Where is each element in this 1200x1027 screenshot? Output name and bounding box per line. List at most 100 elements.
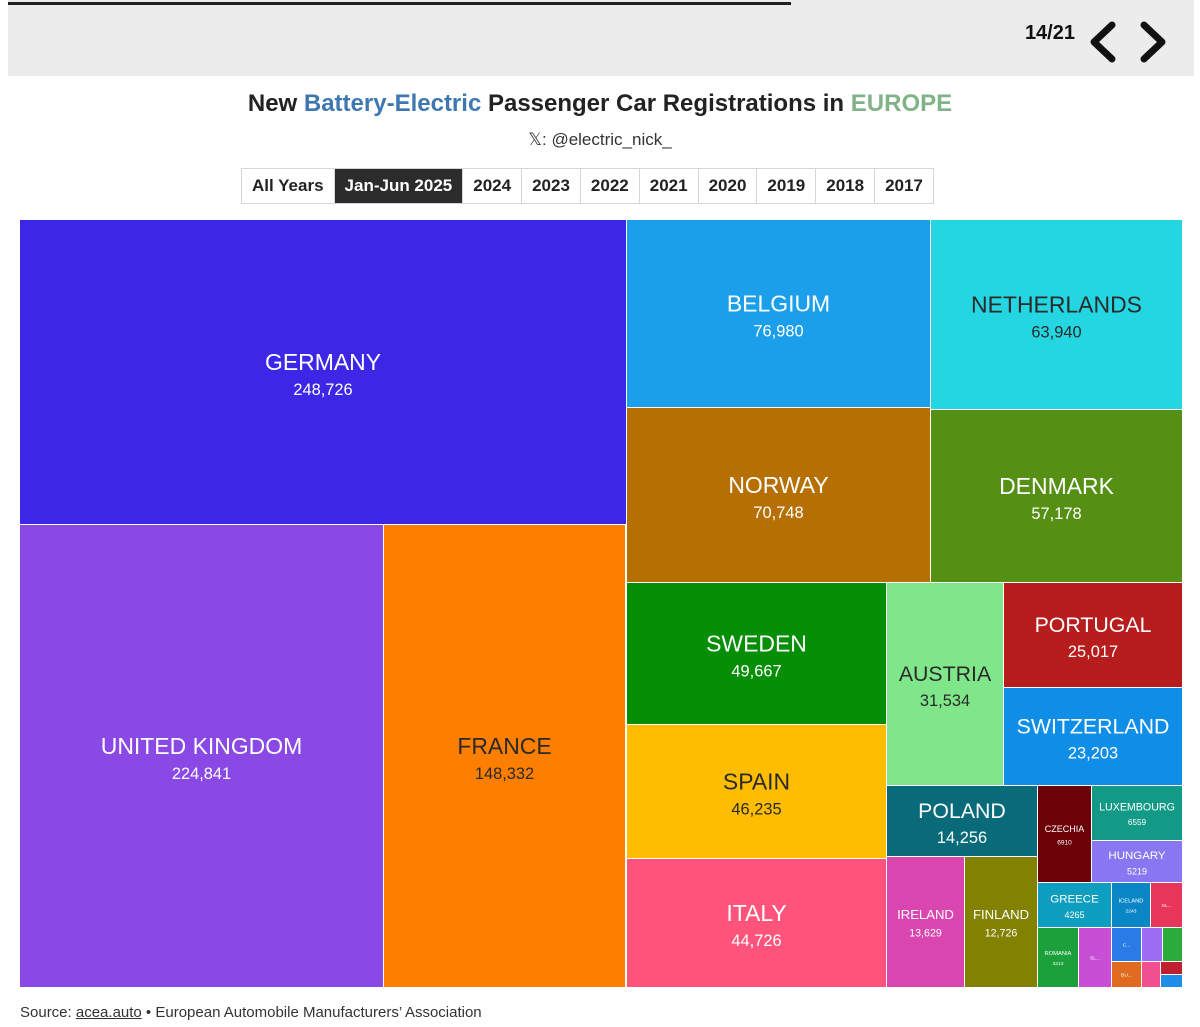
tile-belgium-3[interactable]: BELGIUM 76,980 [627,220,930,407]
source-description: • European Automobile Manufacturers’ Ass… [141,1004,482,1021]
tile-value: 224,841 [172,765,231,783]
tile-tile-30[interactable] [1161,975,1182,987]
tile-value: 49,667 [731,663,781,681]
tile-rect [1038,786,1091,882]
tile-denmark-6[interactable]: DENMARK 57,178 [931,410,1182,582]
tile-rect [1142,928,1162,961]
chevron-right-icon [1140,21,1166,63]
tile-bu-27[interactable]: BU... [1112,962,1141,987]
tile-portugal-11[interactable]: PORTUGAL 25,017 [1004,583,1182,687]
tab-jan-jun-2025[interactable]: Jan-Jun 2025 [334,169,464,203]
tile-rect [1163,928,1182,961]
tile-spain-8[interactable]: SPAIN 46,235 [627,725,886,858]
tile-united-kingdom-1[interactable]: UNITED KINGDOM 224,841 [20,525,383,987]
tile-value: 2243 [1126,909,1137,915]
tile-value: 5219 [1127,866,1147,876]
tile-value: 13,629 [909,928,942,940]
tile-rect [384,525,625,987]
tile-label: FRANCE [457,733,551,759]
tile-label: GERMANY [265,349,381,375]
tile-sweden-7[interactable]: SWEDEN 49,667 [627,583,886,724]
tile-label: SPAIN [723,768,790,794]
tile-ireland-14[interactable]: IRELAND 13,629 [887,857,964,987]
tile-label: ITALY [726,900,786,926]
source-label: Source: [20,1004,76,1021]
tile-rect [627,583,886,724]
tile-iceland-20[interactable]: ICELAND 2243 [1112,883,1150,927]
tile-sl-21[interactable]: SL... [1151,883,1182,927]
next-button[interactable] [1132,20,1172,64]
tile-rect [931,220,1182,409]
tile-rect [1161,962,1182,974]
tile-label: AUSTRIA [899,662,992,686]
tile-rect [887,583,1003,785]
tile-italy-9[interactable]: ITALY 44,726 [627,859,886,987]
page-counter: 14/21 [1024,22,1075,44]
title-prefix: New [247,90,304,117]
tile-value: 3213 [1053,961,1064,967]
tile-rect [887,857,964,987]
tile-hungary-18[interactable]: HUNGARY 5219 [1092,841,1182,882]
tile-tile-26[interactable] [1163,928,1182,961]
tile-rect [931,410,1182,582]
tile-label: BU... [1121,973,1132,979]
tile-austria-10[interactable]: AUSTRIA 31,534 [887,583,1003,785]
tile-netherlands-4[interactable]: NETHERLANDS 63,940 [931,220,1182,409]
title-region: EUROPE [850,90,953,117]
tile-rect [1038,928,1078,987]
tile-value: 14,256 [937,829,987,847]
tile-value: 6559 [1128,818,1147,827]
tile-rect [1038,883,1111,927]
tab-2022[interactable]: 2022 [581,169,640,203]
tab-2017[interactable]: 2017 [885,176,923,195]
source-link[interactable]: acea.auto [75,1004,142,1021]
tile-germany-0[interactable]: GERMANY 248,726 [20,220,626,524]
tile-rect [1079,928,1111,987]
tile-finland-15[interactable]: FINLAND 12,726 [965,857,1037,987]
tile-rect [1112,928,1141,961]
tile-label: ICELAND [1119,898,1144,904]
tile-rect [627,408,930,582]
tile-rect [20,525,383,987]
tab-2020[interactable]: 2020 [699,169,758,203]
tile-norway-5[interactable]: NORWAY 70,748 [627,408,930,582]
tile-label: SL... [1161,903,1171,909]
tab-2021[interactable]: 2021 [640,169,699,203]
title-highlight: Battery-Electric [303,90,482,117]
tile-label: PORTUGAL [1035,613,1152,637]
tile-rect [627,859,886,987]
previous-button[interactable] [1084,20,1124,64]
tile-greece-19[interactable]: GREECE 4265 [1038,883,1111,927]
tile-value: 76,980 [753,323,803,341]
tile-tile-25[interactable] [1142,928,1162,961]
tab-2024[interactable]: 2024 [463,169,523,203]
tile-label: SWEDEN [706,630,807,656]
tab-2023[interactable]: 2023 [522,169,581,203]
tile-poland-13[interactable]: POLAND 14,256 [887,786,1037,856]
tile-value: 31,534 [920,692,970,710]
tile-sl-23[interactable]: SL... [1079,928,1111,987]
tile-label: SL... [1090,956,1100,962]
tile-label: NETHERLANDS [971,291,1142,317]
tile-tile-28[interactable] [1142,962,1160,987]
tile-c-24[interactable]: C... [1112,928,1141,961]
tile-rect [1112,962,1141,987]
tile-rect [965,857,1037,987]
tile-czechia-16[interactable]: CZECHIA 6910 [1038,786,1091,882]
tile-romania-22[interactable]: ROMANIA 3213 [1038,928,1078,987]
tile-switzerland-12[interactable]: SWITZERLAND 23,203 [1004,688,1182,785]
tile-value: 46,235 [731,801,781,819]
tile-label: DENMARK [999,473,1114,499]
tile-luxembourg-17[interactable]: LUXEMBOURG 6559 [1092,786,1182,840]
tab-all-years[interactable]: All Years [242,169,335,203]
tile-value: 25,017 [1068,643,1118,661]
tab-2019[interactable]: 2019 [757,169,817,203]
tile-france-2[interactable]: FRANCE 148,332 [384,525,625,987]
tile-value: 12,726 [985,928,1018,940]
tile-rect [1142,962,1160,987]
title-middle: Passenger Car Registrations in [481,90,851,117]
tab-2018[interactable]: 2018 [816,169,876,203]
tile-tile-29[interactable] [1161,962,1182,974]
tile-label: HUNGARY [1108,850,1165,862]
tile-rect [1151,883,1182,927]
